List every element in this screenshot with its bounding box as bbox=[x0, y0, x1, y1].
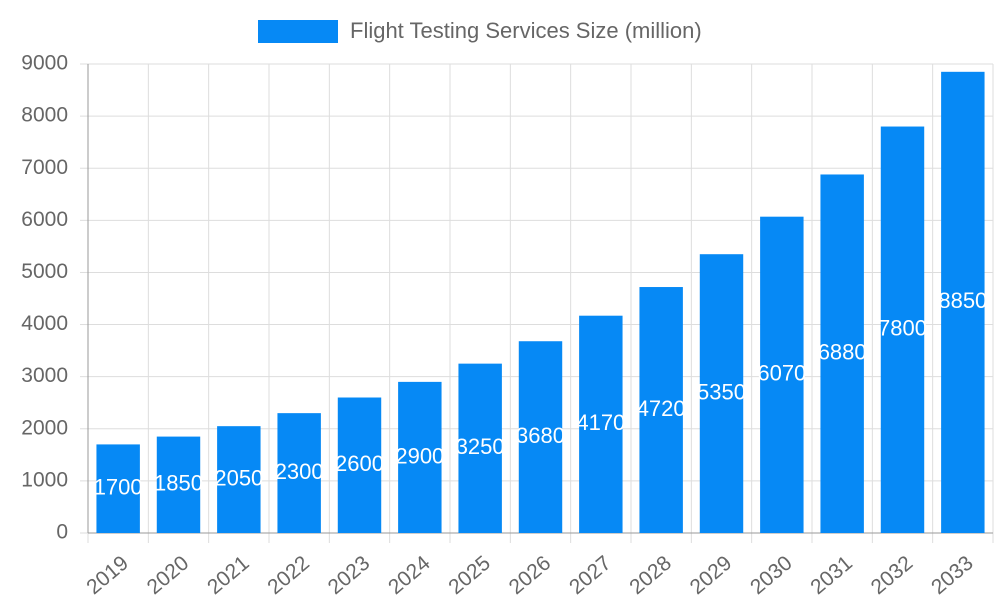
bar bbox=[639, 287, 683, 533]
data-label: 6070 bbox=[757, 361, 806, 386]
data-label: 6880 bbox=[818, 340, 867, 365]
y-tick-label: 9000 bbox=[21, 52, 68, 75]
legend-label: Flight Testing Services Size (million) bbox=[350, 18, 702, 43]
x-tick-label: 2030 bbox=[746, 551, 797, 599]
y-tick-label: 1000 bbox=[21, 468, 68, 491]
bar bbox=[277, 413, 321, 533]
x-tick-label: 2031 bbox=[806, 551, 857, 599]
x-tick-label: 2021 bbox=[203, 551, 254, 599]
x-tick-label: 2029 bbox=[686, 551, 737, 599]
bar bbox=[156, 436, 201, 533]
data-label: 2050 bbox=[214, 465, 263, 490]
bar bbox=[820, 174, 864, 533]
x-tick-label: 2020 bbox=[143, 551, 194, 599]
bar bbox=[96, 444, 140, 533]
bar bbox=[941, 71, 985, 534]
bar bbox=[518, 341, 563, 533]
y-tick-label: 4000 bbox=[21, 312, 68, 335]
bar bbox=[880, 126, 925, 534]
data-label: 4720 bbox=[637, 396, 686, 421]
bar bbox=[579, 315, 623, 533]
bar bbox=[699, 254, 744, 533]
x-tick-label: 2019 bbox=[82, 551, 133, 599]
x-tick-label: 2022 bbox=[263, 551, 314, 599]
bar bbox=[217, 426, 261, 533]
bar bbox=[760, 216, 804, 534]
data-label: 8850 bbox=[938, 288, 987, 313]
bar bbox=[337, 397, 382, 533]
data-label: 3250 bbox=[456, 434, 505, 459]
data-label: 1850 bbox=[154, 471, 203, 496]
bar bbox=[458, 363, 502, 533]
bar bbox=[398, 381, 442, 533]
data-label: 2600 bbox=[335, 451, 384, 476]
y-tick-label: 5000 bbox=[21, 260, 68, 283]
data-label: 2900 bbox=[395, 443, 444, 468]
data-label: 2300 bbox=[275, 459, 324, 484]
data-label: 3680 bbox=[516, 423, 565, 448]
legend-swatch bbox=[258, 20, 338, 43]
x-tick-label: 2023 bbox=[324, 551, 375, 599]
x-tick-label: 2028 bbox=[625, 551, 676, 599]
x-tick-label: 2027 bbox=[565, 551, 616, 599]
x-tick-label: 2033 bbox=[927, 551, 978, 599]
x-tick-label: 2026 bbox=[505, 551, 556, 599]
x-tick-label: 2025 bbox=[444, 551, 495, 599]
x-tick-label: 2032 bbox=[867, 551, 918, 599]
y-tick-label: 8000 bbox=[21, 104, 68, 127]
data-label: 7800 bbox=[878, 316, 927, 341]
y-tick-label: 6000 bbox=[21, 208, 68, 231]
y-tick-label: 0 bbox=[56, 521, 68, 544]
data-label: 4170 bbox=[576, 410, 625, 435]
y-tick-label: 2000 bbox=[21, 416, 68, 439]
y-tick-label: 3000 bbox=[21, 364, 68, 387]
x-tick-label: 2024 bbox=[384, 551, 435, 599]
y-tick-label: 7000 bbox=[21, 156, 68, 179]
data-label: 5350 bbox=[697, 379, 746, 404]
data-label: 1700 bbox=[94, 475, 143, 500]
